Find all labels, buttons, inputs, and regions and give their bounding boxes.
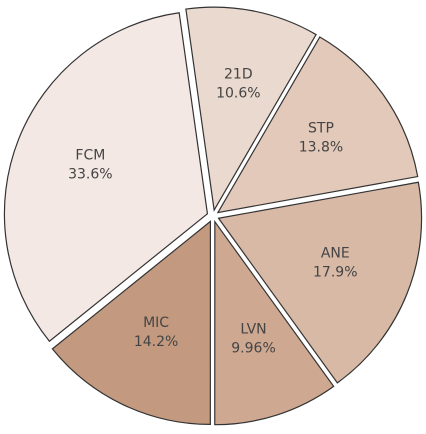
slice-label: FCM 33.6% xyxy=(68,148,112,183)
pie-slice xyxy=(185,6,317,212)
slice-label: STP 13.8% xyxy=(299,120,343,155)
value-label: 33.6% xyxy=(68,167,112,183)
slice-label: MIC 14.2% xyxy=(134,315,178,350)
category-label: LVN xyxy=(240,321,266,337)
pie-slice xyxy=(3,12,209,343)
category-label: STP xyxy=(308,120,334,136)
value-label: 14.2% xyxy=(134,334,178,350)
category-label: FCM xyxy=(75,148,105,164)
pie-slice xyxy=(216,36,419,214)
category-label: ANE xyxy=(321,245,350,261)
value-label: 9.96% xyxy=(231,340,275,356)
value-label: 13.8% xyxy=(299,139,343,155)
category-label: 21D xyxy=(224,67,253,83)
slice-label: LVN 9.96% xyxy=(231,321,275,356)
category-label: MIC xyxy=(143,315,169,331)
pie-slice xyxy=(51,220,212,426)
value-label: 10.6% xyxy=(216,86,260,102)
slice-label: 21D 10.6% xyxy=(216,67,260,102)
value-label: 17.9% xyxy=(313,264,357,280)
slice-label: ANE 17.9% xyxy=(313,245,357,280)
pie-slice xyxy=(217,181,423,384)
pie-slice xyxy=(214,219,335,426)
